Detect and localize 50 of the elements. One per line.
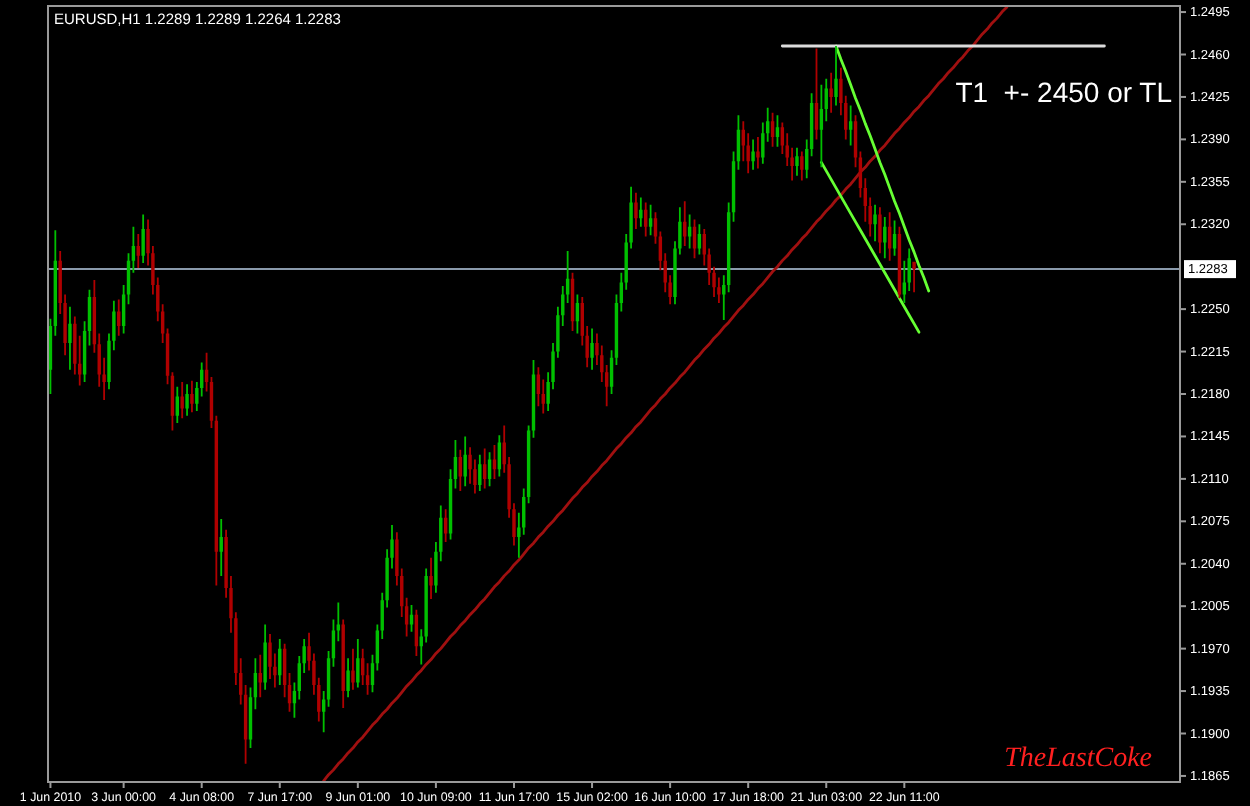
candlestick xyxy=(819,84,824,168)
candlestick xyxy=(278,638,282,685)
candlestick xyxy=(634,192,638,230)
candlestick xyxy=(429,557,433,599)
candlestick xyxy=(829,72,833,113)
candlestick xyxy=(346,658,350,698)
candlestick xyxy=(800,151,804,181)
candlestick xyxy=(414,609,419,656)
candlestick xyxy=(180,381,184,419)
candlestick xyxy=(478,454,482,491)
candlestick xyxy=(639,197,643,227)
candlestick xyxy=(117,299,121,336)
candlestick xyxy=(683,201,687,247)
candlestick xyxy=(356,638,360,688)
candlestick xyxy=(878,207,882,254)
candlestick xyxy=(175,386,180,424)
candlestick xyxy=(687,214,692,249)
annotation: T1 +- 2450 or TL xyxy=(955,76,1173,108)
candlestick xyxy=(351,648,355,690)
candlestick xyxy=(751,139,755,170)
candlestick xyxy=(263,624,267,690)
annotation: TheLastCoke xyxy=(1004,744,1152,774)
candlestick xyxy=(887,212,892,261)
candlestick xyxy=(219,518,223,576)
candlestick xyxy=(341,619,345,709)
candlestick xyxy=(756,136,760,169)
candlestick xyxy=(258,654,262,698)
candlestick xyxy=(458,449,463,491)
candlestick xyxy=(141,214,145,264)
candlestick xyxy=(848,105,853,146)
candlestick xyxy=(883,216,887,259)
candlestick xyxy=(185,384,189,416)
candlestick xyxy=(590,328,594,370)
candlestick xyxy=(834,46,838,106)
candlestick xyxy=(644,202,648,237)
candlestick xyxy=(482,448,487,489)
candlestick xyxy=(873,204,877,242)
candlestick xyxy=(190,380,194,413)
line-series xyxy=(834,44,931,293)
candlestick xyxy=(463,436,467,487)
candlestick xyxy=(536,367,541,407)
candlestick xyxy=(697,224,702,255)
candlestick xyxy=(68,306,72,370)
candlestick xyxy=(136,233,140,268)
candlestick xyxy=(795,147,799,176)
candlestick xyxy=(443,509,448,542)
candlestick xyxy=(497,435,502,477)
candlestick xyxy=(268,634,272,679)
candlestick xyxy=(912,261,916,293)
line-series xyxy=(819,161,921,334)
